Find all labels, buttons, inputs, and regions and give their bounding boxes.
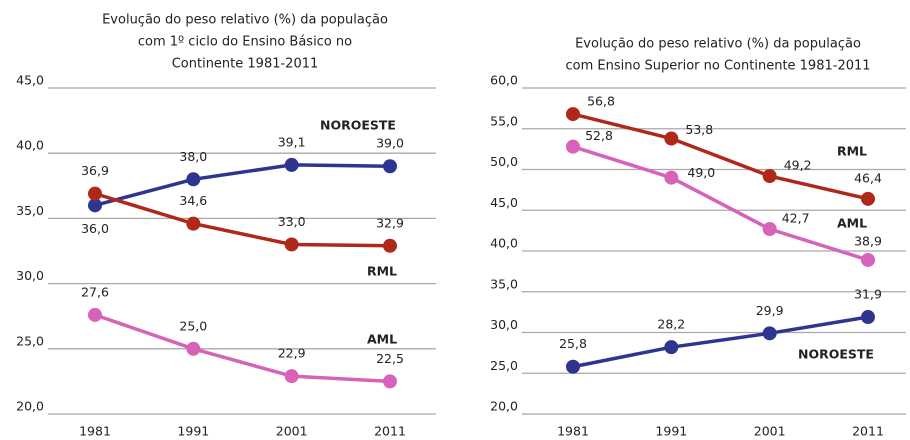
chart-title: Evolução do peso relativo (%) da populaç… xyxy=(575,37,861,52)
series-name: NOROESTE xyxy=(320,118,396,133)
chart-title: Evolução do peso relativo (%) da populaç… xyxy=(102,13,388,28)
point xyxy=(88,186,102,201)
data-label: 32,9 xyxy=(376,215,404,230)
y-tick-label: 30,0 xyxy=(490,317,518,332)
point xyxy=(566,107,580,122)
data-label: 25,0 xyxy=(179,318,207,333)
y-tick-label: 30,0 xyxy=(16,268,44,283)
data-label: 52,8 xyxy=(585,128,613,143)
data-label: 42,7 xyxy=(782,210,810,225)
data-label: 22,9 xyxy=(278,346,306,361)
y-tick-label: 35,0 xyxy=(16,203,44,218)
x-tick-label: 1991 xyxy=(177,424,209,439)
x-tick-label: 1991 xyxy=(655,424,687,439)
data-label: 49,0 xyxy=(687,165,715,180)
point xyxy=(88,198,102,213)
point xyxy=(383,238,397,253)
point xyxy=(664,170,679,185)
point xyxy=(566,359,580,374)
y-tick-label: 20,0 xyxy=(16,399,44,414)
data-label: 36,9 xyxy=(81,163,109,178)
x-tick-label: 2001 xyxy=(754,424,786,439)
data-label: 39,0 xyxy=(376,136,404,151)
x-tick-label: 1981 xyxy=(79,424,111,439)
data-label: 33,0 xyxy=(278,214,306,229)
data-label: 29,9 xyxy=(756,303,784,318)
y-tick-label: 55,0 xyxy=(490,113,518,128)
point xyxy=(383,374,397,389)
data-label: 31,9 xyxy=(854,287,882,302)
series-line xyxy=(94,191,391,248)
y-tick-label: 45,0 xyxy=(16,73,44,88)
x-tick-label: 1981 xyxy=(557,424,589,439)
y-tick-label: 40,0 xyxy=(490,236,518,251)
point xyxy=(664,131,679,146)
x-tick-label: 2011 xyxy=(374,424,406,439)
point xyxy=(186,341,201,356)
chart-title: com Ensino Superior no Continente 1981-2… xyxy=(565,59,870,74)
data-label: 49,2 xyxy=(784,158,812,173)
y-tick-label: 60,0 xyxy=(490,73,518,88)
chart-title: Continente 1981-2011 xyxy=(172,57,319,72)
series-line xyxy=(94,163,391,208)
series-line xyxy=(572,315,869,369)
point xyxy=(861,252,875,267)
y-tick-label: 20,0 xyxy=(490,399,518,414)
y-tick-label: 40,0 xyxy=(16,138,44,153)
point xyxy=(284,369,299,384)
point xyxy=(664,340,679,355)
data-label: 36,0 xyxy=(81,221,109,236)
series-line xyxy=(572,145,869,262)
point xyxy=(186,216,201,231)
data-label: 38,0 xyxy=(179,149,207,164)
series-name: RML xyxy=(837,144,867,159)
series-name: NOROESTE xyxy=(798,347,874,362)
x-tick-label: 2011 xyxy=(852,424,884,439)
data-label: 27,6 xyxy=(81,284,109,299)
chart-title: com 1º ciclo do Ensino Básico no xyxy=(138,35,352,50)
data-label: 56,8 xyxy=(587,94,615,109)
point xyxy=(284,237,299,252)
data-label: 34,6 xyxy=(179,193,207,208)
series-line xyxy=(94,313,391,384)
data-label: 53,8 xyxy=(685,122,713,137)
point xyxy=(762,169,777,184)
series-name: AML xyxy=(367,332,397,347)
point xyxy=(762,221,777,236)
data-label: 38,9 xyxy=(854,233,882,248)
x-tick-label: 2001 xyxy=(276,424,308,439)
y-tick-label: 45,0 xyxy=(490,195,518,210)
point xyxy=(861,191,875,206)
data-label: 25,8 xyxy=(559,336,587,351)
series-line xyxy=(572,112,869,201)
y-tick-label: 25,0 xyxy=(16,333,44,348)
point xyxy=(861,310,875,325)
series-name: RML xyxy=(367,264,397,279)
y-tick-label: 50,0 xyxy=(490,154,518,169)
y-tick-label: 25,0 xyxy=(490,358,518,373)
data-label: 46,4 xyxy=(854,170,882,185)
point xyxy=(566,139,580,154)
point xyxy=(762,326,777,341)
data-label: 39,1 xyxy=(278,134,306,149)
series-name: AML xyxy=(837,216,867,231)
y-tick-label: 35,0 xyxy=(490,276,518,291)
point xyxy=(88,307,102,322)
data-label: 22,5 xyxy=(376,351,404,366)
data-label: 28,2 xyxy=(657,317,685,332)
point xyxy=(186,172,201,187)
point xyxy=(284,157,299,172)
point xyxy=(383,159,397,174)
